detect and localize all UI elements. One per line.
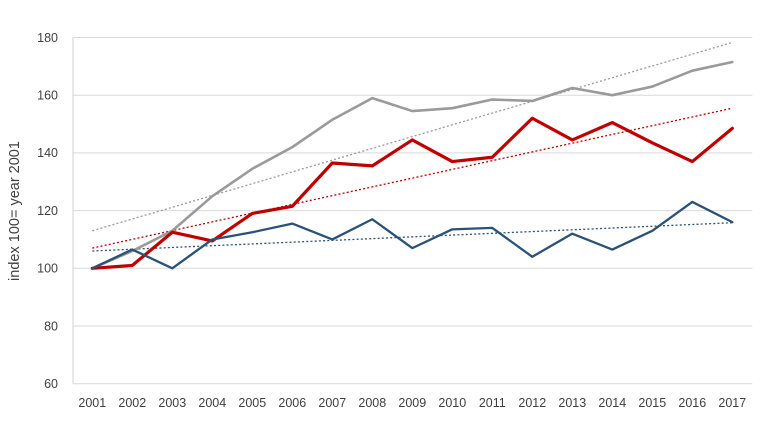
- x-tick-label: 2007: [318, 396, 346, 410]
- x-tick-label: 2014: [598, 396, 626, 410]
- blue-series-line: [91, 200, 734, 270]
- x-tick-label: 2002: [118, 396, 146, 410]
- y-tick-label: 100: [37, 262, 58, 276]
- series-layer: [90, 60, 734, 270]
- axis-labels-layer: 60 80 100 120 140 160 180 2001 2002 2003 2004 2005 2…: [37, 31, 746, 410]
- x-tick-label: 2015: [638, 396, 666, 410]
- y-tick-label: 120: [37, 204, 58, 218]
- blue-trendline: [92, 222, 733, 252]
- x-tick-label: 2004: [198, 396, 226, 410]
- x-tick-label: 2008: [358, 396, 386, 410]
- gridlines-layer: [72, 37, 753, 385]
- x-tick-label: 2017: [718, 396, 746, 410]
- y-tick-label: 60: [44, 377, 58, 391]
- red-trendline: [92, 107, 733, 249]
- y-axis-title: index 100= year 2001: [7, 141, 23, 281]
- x-tick-label: 2009: [398, 396, 426, 410]
- x-tick-label: 2005: [238, 396, 266, 410]
- x-tick-label: 2001: [78, 396, 106, 410]
- gray-series-line: [91, 60, 734, 270]
- y-tick-label: 80: [44, 319, 58, 333]
- gray-trendline: [92, 41, 733, 232]
- y-tick-label: 180: [37, 31, 58, 45]
- x-tick-label: 2012: [518, 396, 546, 410]
- x-tick-label: 2010: [438, 396, 466, 410]
- y-tick-label: 140: [37, 146, 58, 160]
- red-series-line: [90, 116, 734, 270]
- x-tick-label: 2013: [558, 396, 586, 410]
- x-tick-label: 2003: [158, 396, 186, 410]
- y-tick-label: 160: [37, 89, 58, 103]
- trendlines-layer: [92, 41, 733, 252]
- x-tick-label: 2006: [278, 396, 306, 410]
- x-tick-label: 2011: [479, 396, 506, 410]
- x-tick-label: 2016: [678, 396, 706, 410]
